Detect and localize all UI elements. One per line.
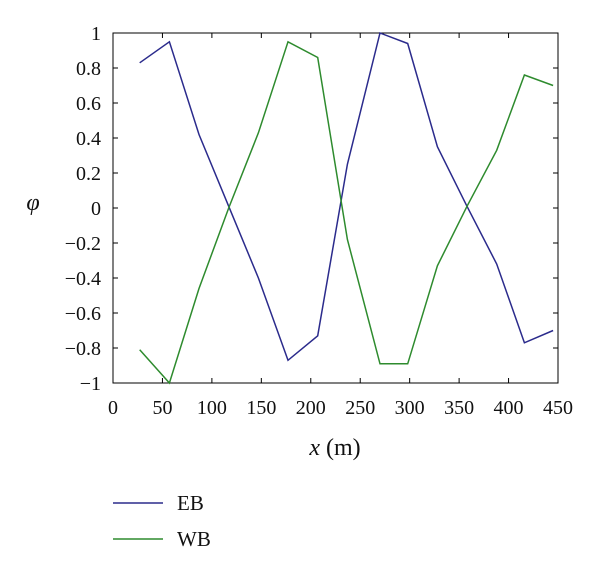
y-tick-label: 1	[91, 23, 101, 45]
series-line-wb	[139, 40, 554, 385]
y-tick-label: −0.6	[65, 303, 101, 325]
x-tick-label: 250	[345, 397, 375, 419]
y-tick-label: 0	[91, 198, 101, 220]
series-lines	[139, 31, 554, 385]
x-tick-label: 50	[152, 397, 172, 419]
y-tick-label: −1	[80, 373, 101, 395]
x-axis-variable: x	[308, 435, 320, 461]
legend: EB WB	[113, 491, 211, 551]
x-tick-label: 400	[494, 397, 524, 419]
axis-ticks	[112, 32, 559, 384]
x-tick-label: 100	[197, 397, 227, 419]
y-tick-label: 0.2	[76, 163, 101, 185]
y-tick-label: 0.6	[76, 93, 101, 115]
y-tick-label: −0.8	[65, 338, 101, 360]
x-axis-label: x (m)	[308, 435, 360, 461]
tick-labels: 0 50 100 150 200 250 300 350 400 450 1 0.8 0.6 0.4 0.2…	[65, 23, 573, 419]
x-tick-label: 350	[444, 397, 474, 419]
x-tick-label: 300	[395, 397, 425, 419]
x-tick-label: 150	[246, 397, 276, 419]
y-tick-label: 0.8	[76, 58, 101, 80]
y-tick-label: 0.4	[76, 128, 101, 150]
x-tick-label: 0	[108, 397, 118, 419]
y-tick-label: −0.4	[65, 268, 101, 290]
legend-label-eb: EB	[177, 491, 204, 515]
x-tick-label: 200	[296, 397, 326, 419]
x-axis-unit: (m)	[320, 435, 361, 461]
y-axis-label: φ	[26, 190, 39, 216]
y-tick-label: −0.2	[65, 233, 101, 255]
x-tick-label: 450	[543, 397, 573, 419]
plot-frame	[112, 32, 559, 384]
series-line-eb	[139, 31, 554, 362]
legend-label-wb: WB	[177, 527, 211, 551]
